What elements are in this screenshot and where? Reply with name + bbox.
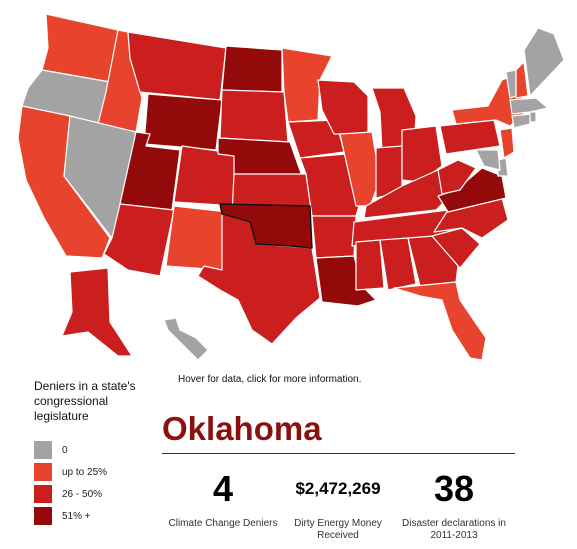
legend-swatch-zero [34, 441, 52, 459]
state-ak[interactable] [61, 267, 133, 357]
stat-deniers-value: 4 [212, 468, 234, 509]
selected-state-title: Oklahoma [162, 410, 322, 447]
legend-label: 51% + [62, 510, 91, 522]
state-nd[interactable] [221, 45, 283, 93]
state-sd[interactable] [219, 89, 289, 143]
state-ri[interactable] [529, 111, 537, 123]
state-nh[interactable] [515, 61, 529, 99]
state-wy[interactable] [143, 93, 223, 151]
legend-label: up to 25% [62, 466, 108, 478]
legend-item-zero: 0 [34, 440, 164, 460]
state-de[interactable] [497, 157, 509, 177]
legend-title: Deniers in a state's congressional legis… [34, 379, 136, 423]
state-nj[interactable] [499, 127, 515, 159]
state-fl[interactable] [393, 281, 487, 361]
state-ct[interactable] [511, 113, 531, 129]
stat-deniers-label: Climate Change Deniers [168, 518, 278, 529]
legend-label: 26 - 50% [62, 488, 103, 500]
state-la[interactable] [315, 255, 377, 307]
state-al[interactable] [379, 237, 417, 291]
state-me[interactable] [523, 27, 565, 97]
legend-label: 0 [62, 444, 68, 456]
state-pa[interactable] [439, 119, 501, 155]
legend: Deniers in a state's congressional legis… [34, 379, 164, 528]
state-ga[interactable] [407, 235, 459, 287]
legend-swatch-51-plus [34, 507, 52, 525]
state-md[interactable] [475, 149, 501, 171]
state-sc[interactable] [431, 227, 481, 269]
stat-disasters-label: Disaster declarations in 2011-2013 [402, 518, 506, 541]
stat-deniers: 4 Climate Change Deniers [158, 466, 288, 530]
state-ar[interactable] [311, 215, 357, 259]
title-divider [162, 453, 515, 454]
legend-swatch-26-50 [34, 485, 52, 503]
stat-energy-money-value: $2,472,269 [295, 479, 381, 498]
us-map [17, 13, 565, 361]
state-ms[interactable] [355, 239, 385, 291]
state-ny[interactable] [451, 73, 525, 127]
state-ma[interactable] [509, 97, 549, 115]
legend-item-51-plus: 51% + [34, 506, 164, 526]
stat-energy-money-label: Dirty Energy Money Received [294, 518, 382, 541]
map-hint: Hover for data, click for more informati… [178, 374, 362, 385]
state-hi[interactable] [163, 317, 209, 361]
legend-swatch-up-to-25 [34, 463, 52, 481]
legend-item-26-50: 26 - 50% [34, 484, 164, 504]
state-ok[interactable] [219, 203, 313, 249]
legend-item-up-to-25: up to 25% [34, 462, 164, 482]
state-mt[interactable] [127, 31, 227, 101]
stat-energy-money: $2,472,269 Dirty Energy Money Received [273, 466, 403, 542]
state-mn[interactable] [281, 47, 333, 123]
stat-disasters: 38 Disaster declarations in 2011-2013 [389, 466, 519, 542]
state-nm[interactable] [165, 205, 229, 271]
stat-disasters-value: 38 [433, 468, 475, 509]
state-wv[interactable] [437, 159, 477, 195]
